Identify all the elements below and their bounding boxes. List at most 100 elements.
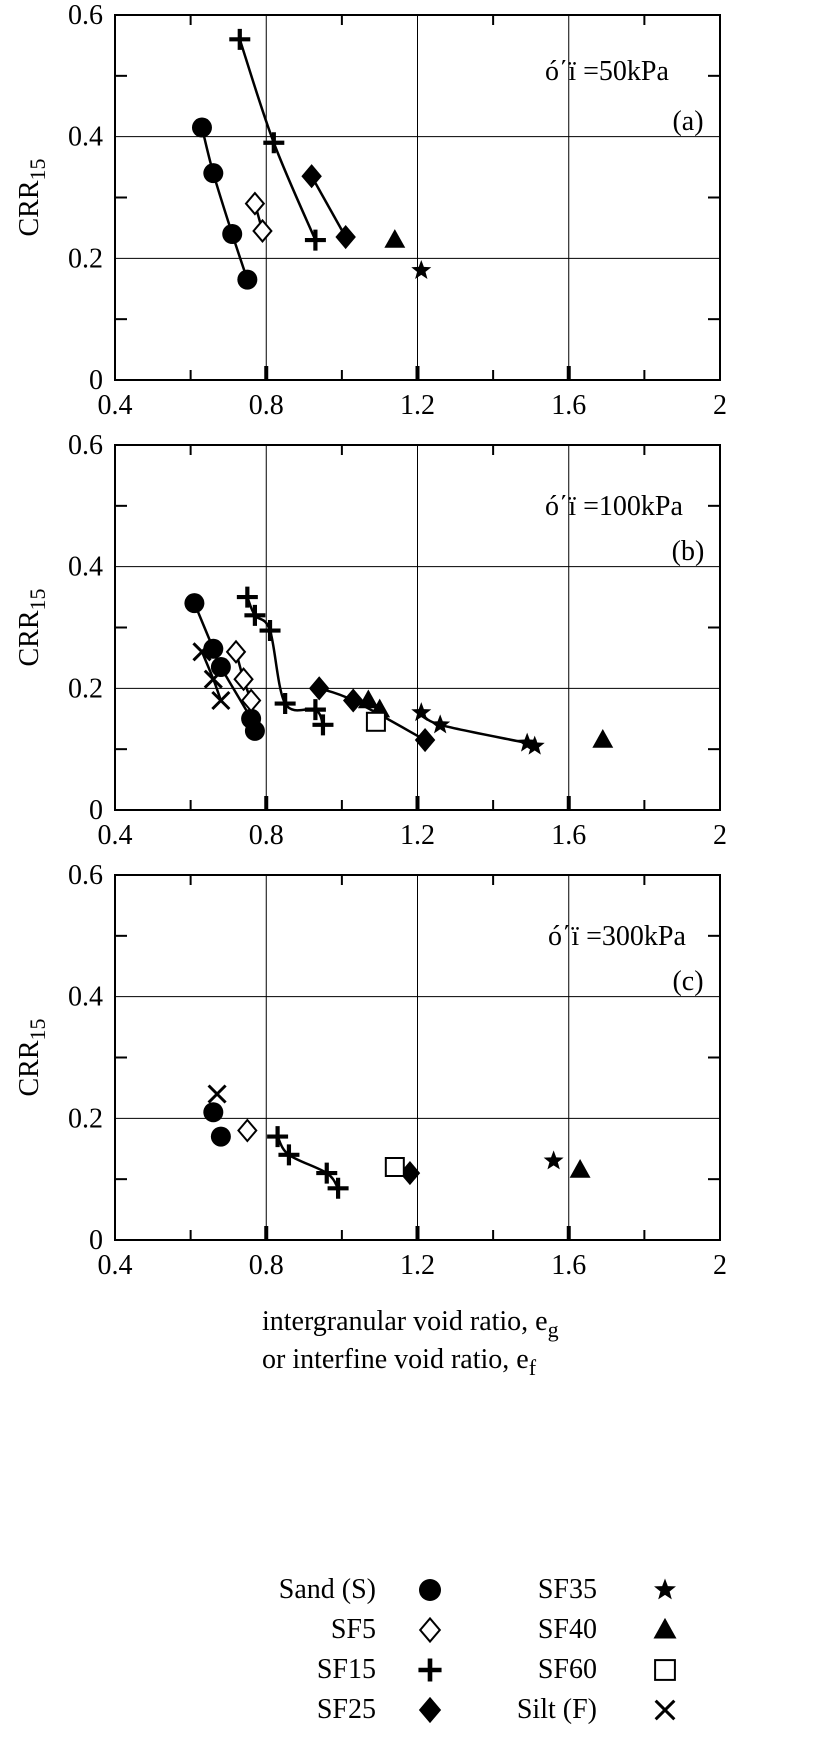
legend-label: SF35 (538, 1574, 597, 1605)
y-tick-label: 0 (89, 795, 103, 826)
legend-marker (654, 1659, 676, 1681)
y-tick-label: 0.4 (68, 122, 103, 153)
legend-label: SF5 (331, 1614, 376, 1645)
data-point (203, 669, 223, 689)
plot-frame (114, 874, 721, 1241)
legend-label: Sand (S) (279, 1574, 376, 1605)
data-point (278, 1144, 300, 1166)
fit-curve (310, 175, 347, 238)
data-point (592, 729, 614, 748)
legend-marker (419, 1579, 441, 1601)
stress-annotation: ó΄ï =300kPa (548, 921, 686, 952)
data-point (240, 688, 262, 713)
x-tick-label: 1.2 (400, 820, 435, 851)
panel-label: (b) (672, 536, 705, 567)
data-point (244, 191, 266, 216)
legend-marker (418, 1696, 442, 1724)
x-tick-label: 1.6 (551, 820, 586, 851)
data-point (524, 735, 545, 755)
fit-curve (200, 127, 249, 281)
data-point (267, 1126, 289, 1148)
data-point (191, 117, 212, 138)
x-tick-label: 0.4 (98, 1250, 133, 1281)
data-point (263, 132, 285, 154)
legend-marker (418, 1658, 442, 1682)
y-tick-label: 0.6 (68, 860, 103, 891)
data-point (308, 676, 330, 701)
data-point (237, 1118, 258, 1143)
data-point (192, 642, 212, 662)
chart-panel-c: 0 0.2 0.4 0.6 0.4 0.8 1.2 1.6 2 CRR15 ó΄ï =300kPa (… (14, 860, 727, 1380)
data-point (225, 639, 247, 664)
data-point (244, 720, 265, 741)
fit-curve (276, 1135, 340, 1190)
y-tick-label: 0.6 (68, 0, 103, 31)
data-point (384, 1157, 405, 1177)
chart-panel-a: 0 0.2 0.4 0.6 0.4 0.8 1.2 1.6 2 CRR15 ó΄ï =50kPa(a… (14, 0, 727, 421)
data-point (229, 28, 251, 50)
data-point (184, 593, 205, 614)
data-point (210, 657, 231, 678)
data-point (222, 224, 243, 244)
data-point (335, 224, 356, 250)
plot-frame (114, 14, 721, 381)
legend-marker (418, 1616, 442, 1644)
x-tick-label: 1.2 (400, 1250, 435, 1281)
data-point (304, 699, 326, 721)
legend-label: Silt (F) (517, 1694, 597, 1725)
data-point (237, 269, 258, 290)
y-axis-label: CRR15 (14, 588, 50, 666)
y-tick-label: 0.4 (68, 552, 103, 583)
x-tick-label: 1.6 (551, 390, 586, 421)
stress-annotation: ó΄ï =100kPa (545, 491, 683, 522)
data-point (543, 1150, 564, 1170)
y-axis-label: CRR15 (14, 1018, 50, 1096)
data-point (327, 1177, 349, 1199)
data-point (411, 702, 432, 722)
legend-label: SF60 (538, 1654, 597, 1685)
panel-label: (c) (672, 966, 703, 997)
x-tick-label: 0.8 (249, 1250, 284, 1281)
panel-label: (a) (672, 106, 703, 137)
legend-label: SF40 (538, 1614, 597, 1645)
data-point (203, 1102, 224, 1123)
data-point (430, 714, 451, 734)
y-tick-label: 0.2 (68, 1103, 103, 1134)
y-tick-label: 0 (89, 365, 103, 396)
x-tick-label: 2 (713, 1250, 727, 1281)
legend-marker (654, 1578, 676, 1600)
legend-label: SF15 (317, 1654, 376, 1685)
data-point (203, 163, 224, 184)
x-tick-label: 0.4 (98, 390, 133, 421)
data-point (357, 689, 379, 709)
y-tick-label: 0.4 (68, 982, 103, 1013)
data-point (414, 727, 436, 753)
x-tick-label: 1.2 (400, 390, 435, 421)
data-point (301, 164, 322, 189)
data-point (342, 688, 364, 713)
data-point (233, 667, 254, 692)
x-tick-label: 0.8 (249, 820, 284, 851)
x-tick-label: 0.4 (98, 820, 133, 851)
data-point (517, 732, 538, 752)
data-point (569, 1159, 591, 1178)
data-point (384, 229, 406, 248)
legend-marker (653, 1617, 677, 1639)
x-axis-label-line1: intergranular void ratio, eg (262, 1306, 559, 1342)
legend-marker (654, 1699, 676, 1721)
data-point (252, 218, 273, 244)
data-point (207, 1084, 227, 1104)
data-point (274, 693, 296, 715)
x-tick-label: 0.8 (249, 390, 284, 421)
data-point (210, 1126, 231, 1147)
data-point (365, 711, 386, 732)
plot-frame (114, 444, 721, 811)
data-point (211, 690, 231, 711)
legend: Sand (S) SF5 SF15 SF25 SF35 SF40 SF60 Silt (F) (279, 1574, 677, 1725)
data-point (312, 714, 334, 736)
data-point (411, 260, 432, 279)
y-axis-label: CRR15 (14, 158, 50, 236)
data-point (304, 229, 326, 251)
y-tick-label: 0.2 (68, 243, 103, 274)
